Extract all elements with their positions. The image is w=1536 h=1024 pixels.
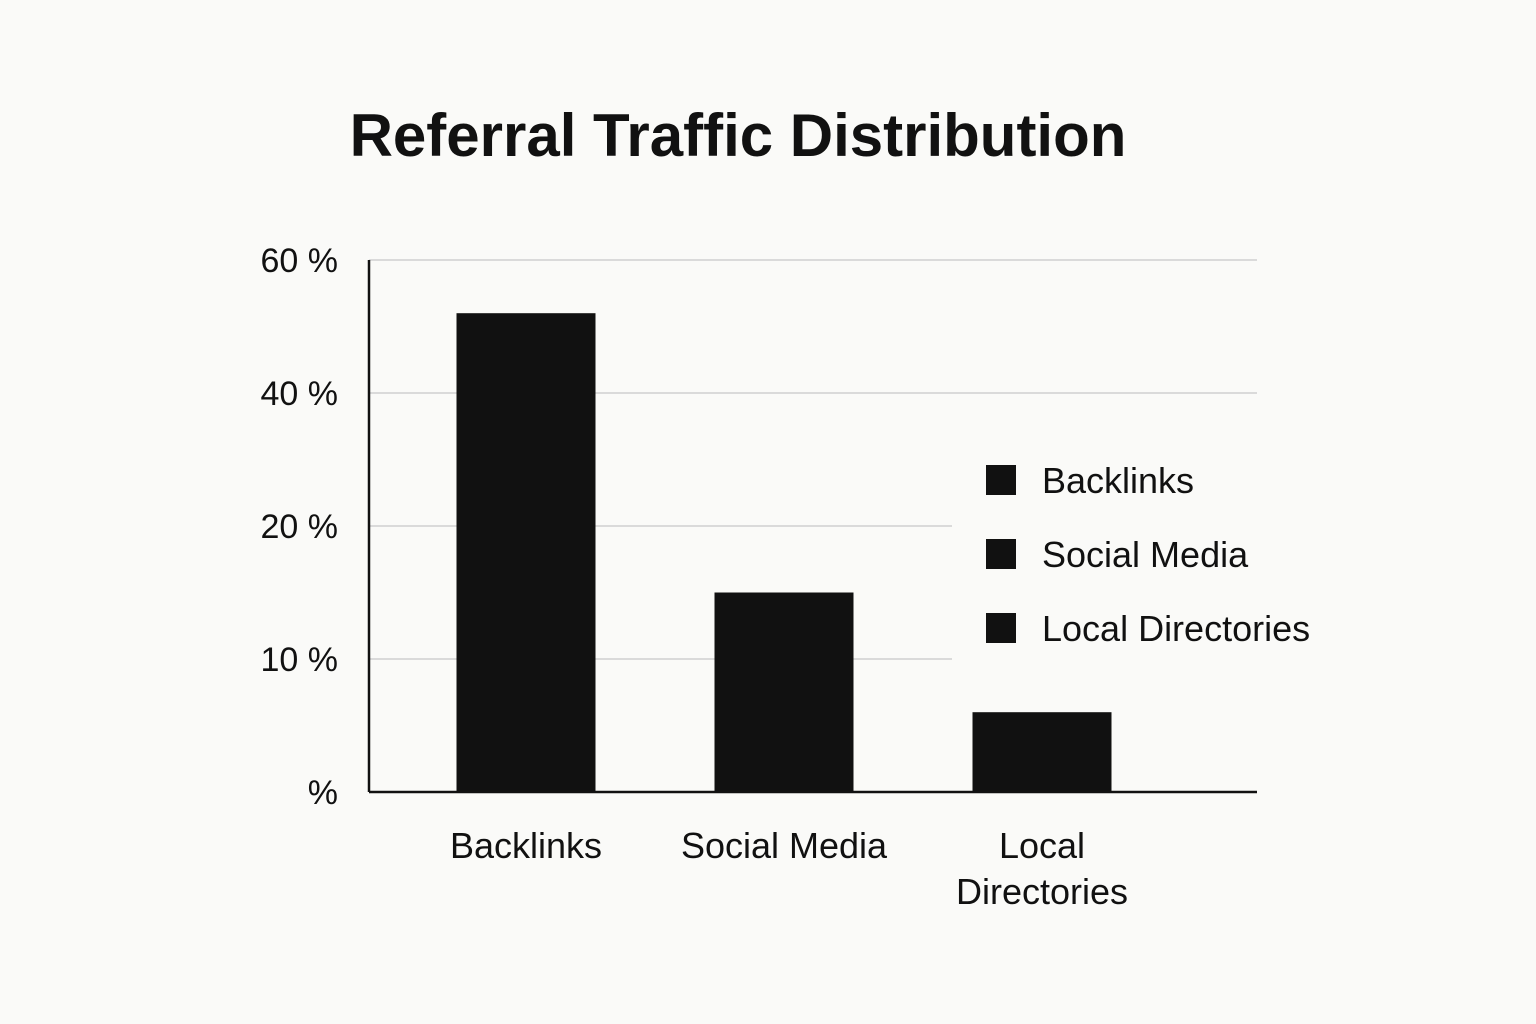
y-tick-label: % — [308, 774, 338, 812]
x-category-label: Backlinks — [450, 825, 602, 866]
y-tick-label: 10 % — [261, 641, 339, 679]
x-category-label: Local Directories — [956, 825, 1128, 912]
y-tick-labels: % 10 % 20 % 40 % 60 % — [261, 242, 339, 812]
y-tick-label: 60 % — [261, 242, 339, 280]
bar-local-directories — [972, 712, 1112, 792]
y-tick-label: 40 % — [261, 375, 339, 413]
legend-label: Social Media — [1042, 534, 1249, 575]
bar-social-media — [714, 592, 854, 792]
y-tick-label: 20 % — [261, 508, 339, 546]
x-category-label: Social Media — [681, 825, 888, 866]
legend-swatch — [986, 465, 1016, 495]
x-category-labels: Backlinks Social Media Local Directories — [450, 825, 1128, 912]
legend-label: Backlinks — [1042, 460, 1194, 501]
legend-swatch — [986, 539, 1016, 569]
chart-title: Referral Traffic Distribution — [350, 102, 1127, 169]
legend-swatch — [986, 613, 1016, 643]
bars — [456, 313, 1112, 792]
bar-backlinks — [456, 313, 596, 792]
legend-label: Local Directories — [1042, 608, 1310, 649]
legend: Backlinks Social Media Local Directories — [986, 460, 1310, 649]
axes — [367, 260, 1257, 794]
